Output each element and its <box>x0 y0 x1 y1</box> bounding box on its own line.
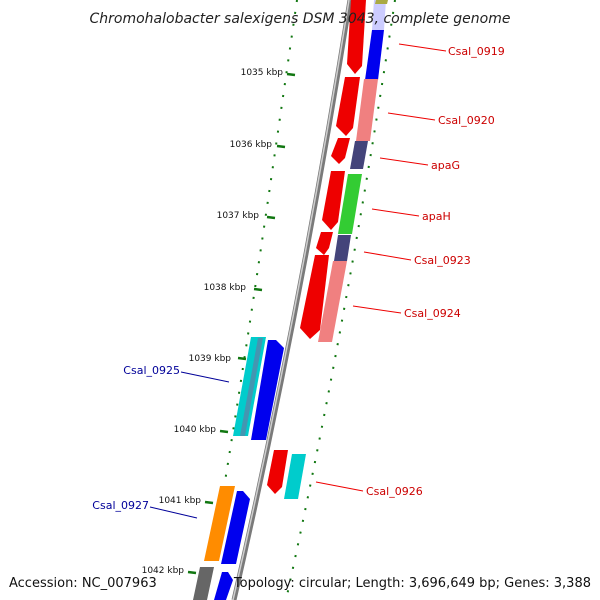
tick-1038 <box>253 287 263 292</box>
gene-label-csal-0927[interactable]: Csal_0927 <box>92 499 149 512</box>
gene-arrow-csal-0925[interactable] <box>251 340 284 440</box>
gene-label-apag[interactable]: apaG <box>431 159 460 172</box>
gene-label-csal-0926[interactable]: Csal_0926 <box>366 485 423 498</box>
leader-apah <box>371 208 420 217</box>
tick-label: 1040 kbp <box>174 425 217 435</box>
genome-backbone-highlight <box>232 0 350 600</box>
tick-1042 <box>187 570 197 575</box>
map-title: Chromohalobacter salexigens DSM 3043, co… <box>90 11 511 27</box>
tick-label: 1038 kbp <box>204 283 247 293</box>
gene-label-apah[interactable]: apaH <box>422 210 451 223</box>
tick-label: 1035 kbp <box>241 68 284 78</box>
forward-gene-labels: Csal_0919 Csal_0920 apaG apaH Csal_0923 … <box>366 45 505 498</box>
gene-color-bar-bottom <box>193 567 214 600</box>
forward-strand-genes <box>267 0 388 499</box>
gene-label-csal-0923[interactable]: Csal_0923 <box>414 254 471 267</box>
tick-label: 1039 kbp <box>189 354 232 364</box>
label-leader-lines <box>149 43 447 519</box>
tick-label: 1036 kbp <box>230 140 273 150</box>
tick-label: 1037 kbp <box>217 211 260 221</box>
gene-color-bar-apag <box>350 141 368 169</box>
leader-apag <box>379 157 429 166</box>
outer-dotted-track <box>285 0 396 600</box>
inner-dotted-track <box>204 0 298 600</box>
gene-color-bar-csal-0919-a <box>372 0 386 30</box>
gene-arrow-csal-0927[interactable] <box>221 491 250 564</box>
genome-backbone <box>231 0 353 600</box>
reverse-strand-genes <box>193 337 284 600</box>
leader-csal-0919 <box>398 43 447 52</box>
gene-color-bar-csal-0924 <box>318 261 347 342</box>
tick-1040 <box>219 429 229 434</box>
gene-color-bar-csal-0927 <box>204 486 235 561</box>
kbp-tick-labels: 1035 kbp 1036 kbp 1037 kbp 1038 kbp 1039… <box>142 68 284 576</box>
gene-arrow-csal-0926[interactable] <box>267 450 288 494</box>
leader-csal-0926 <box>315 481 364 492</box>
leader-csal-0923 <box>363 251 412 261</box>
gene-color-bar-apah <box>338 174 362 234</box>
leader-csal-0924 <box>352 305 402 314</box>
gene-arrow-csal-0920[interactable] <box>336 77 360 136</box>
gene-arrow-bottom[interactable] <box>214 572 233 600</box>
reverse-gene-labels: Csal_0925 Csal_0927 <box>92 364 180 512</box>
gene-arrow-apag[interactable] <box>331 138 350 164</box>
gene-arrow-csal-0919[interactable] <box>347 0 366 74</box>
gene-arrow-apah[interactable] <box>322 171 345 230</box>
kbp-tick-marks <box>187 72 296 575</box>
leader-csal-0925 <box>180 371 230 383</box>
gene-arrow-csal-0925-stripe <box>240 338 263 436</box>
tick-label: 1041 kbp <box>159 496 202 506</box>
gene-arrow-csal-0924[interactable] <box>300 255 329 339</box>
genome-summary-text: Topology: circular; Length: 3,696,649 bp… <box>233 576 591 591</box>
gene-label-csal-0919[interactable]: Csal_0919 <box>448 45 505 58</box>
gene-arrow-csal-0923[interactable] <box>316 232 333 255</box>
gene-label-csal-0924[interactable]: Csal_0924 <box>404 307 461 320</box>
accession-text: Accession: NC_007963 <box>9 576 157 591</box>
leader-csal-0920 <box>387 112 436 121</box>
gene-color-bar-csal-0919-b <box>365 30 384 80</box>
gene-color-bar-csal-0926 <box>284 454 306 499</box>
tick-1036 <box>276 144 286 149</box>
tick-1041 <box>204 500 214 505</box>
gene-label-csal-0925[interactable]: Csal_0925 <box>123 364 180 377</box>
gene-label-csal-0920[interactable]: Csal_0920 <box>438 114 495 127</box>
tick-1035 <box>286 72 296 77</box>
tick-1039 <box>237 356 247 361</box>
tick-1037 <box>266 215 276 220</box>
tick-label: 1042 kbp <box>142 566 185 576</box>
gene-color-bar-top <box>375 0 388 4</box>
leader-csal-0927 <box>149 506 198 519</box>
gene-color-bar-csal-0920 <box>356 79 378 141</box>
gene-color-bar-csal-0923 <box>334 235 351 261</box>
